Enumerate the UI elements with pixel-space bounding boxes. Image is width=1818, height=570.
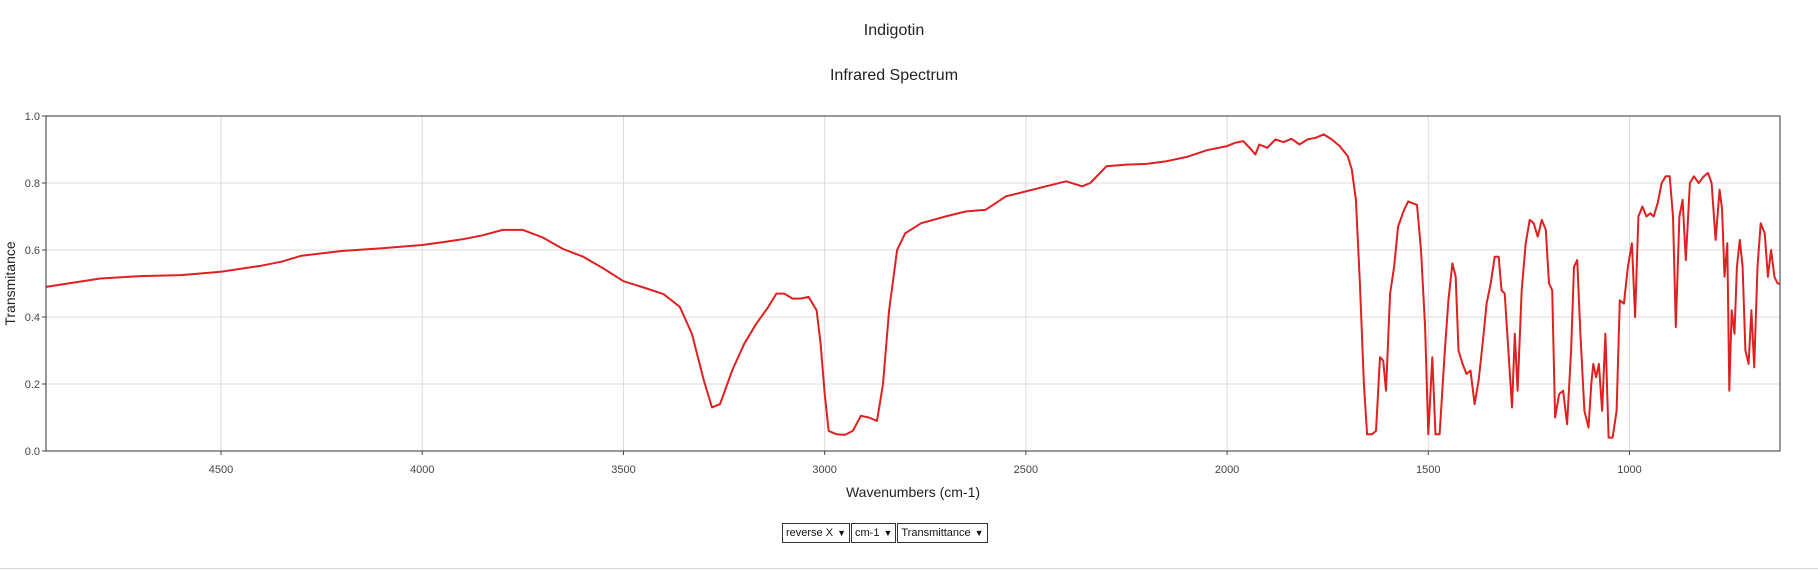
caret-down-icon: ▼ bbox=[883, 528, 893, 538]
x-tick-label: 4500 bbox=[209, 464, 233, 476]
y-tick-label: 0.8 bbox=[25, 178, 40, 190]
y-tick-label: 1.0 bbox=[25, 111, 40, 123]
y-tick-label: 0.2 bbox=[25, 379, 40, 391]
x-direction-label: reverse X bbox=[786, 527, 834, 539]
x-tick-label: 4000 bbox=[410, 464, 434, 476]
x-tick-label: 1500 bbox=[1416, 464, 1440, 476]
grid bbox=[46, 115, 1780, 452]
spectrum-line bbox=[45, 133, 1780, 439]
spectrum-controls: reverse X ▼ cm-1 ▼ Transmittance ▼ bbox=[782, 523, 988, 543]
y-axis-label: Transmitance bbox=[2, 241, 18, 326]
y-tick-label: 0.0 bbox=[25, 446, 40, 458]
y-tick-label: 0.4 bbox=[25, 312, 40, 324]
x-tick-label: 3000 bbox=[812, 464, 836, 476]
x-tick-label: 3500 bbox=[611, 464, 635, 476]
caret-down-icon: ▼ bbox=[974, 528, 984, 538]
caret-down-icon: ▼ bbox=[837, 528, 846, 538]
ticks: 4500 4000 3500 3000 2500 2000 1500 1000 0.0 0.2 0.… bbox=[25, 111, 1642, 476]
mode-select[interactable]: Transmittance ▼ bbox=[897, 523, 988, 543]
x-direction-select[interactable]: reverse X ▼ bbox=[782, 523, 850, 543]
x-axis-label: Wavenumbers (cm-1) bbox=[846, 484, 980, 500]
y-tick-label: 0.6 bbox=[25, 245, 40, 257]
x-tick-label: 1000 bbox=[1617, 464, 1641, 476]
units-label: cm-1 bbox=[855, 527, 880, 539]
chart-title: Indigotin bbox=[863, 22, 925, 39]
x-tick-label: 2500 bbox=[1014, 464, 1038, 476]
x-tick-label: 2000 bbox=[1215, 464, 1239, 476]
bottom-divider bbox=[0, 568, 1818, 569]
plot-frame bbox=[45, 115, 1781, 452]
mode-label: Transmittance bbox=[901, 527, 971, 539]
units-select[interactable]: cm-1 ▼ bbox=[851, 523, 897, 543]
chart-subtitle: Infrared Spectrum bbox=[829, 67, 959, 84]
